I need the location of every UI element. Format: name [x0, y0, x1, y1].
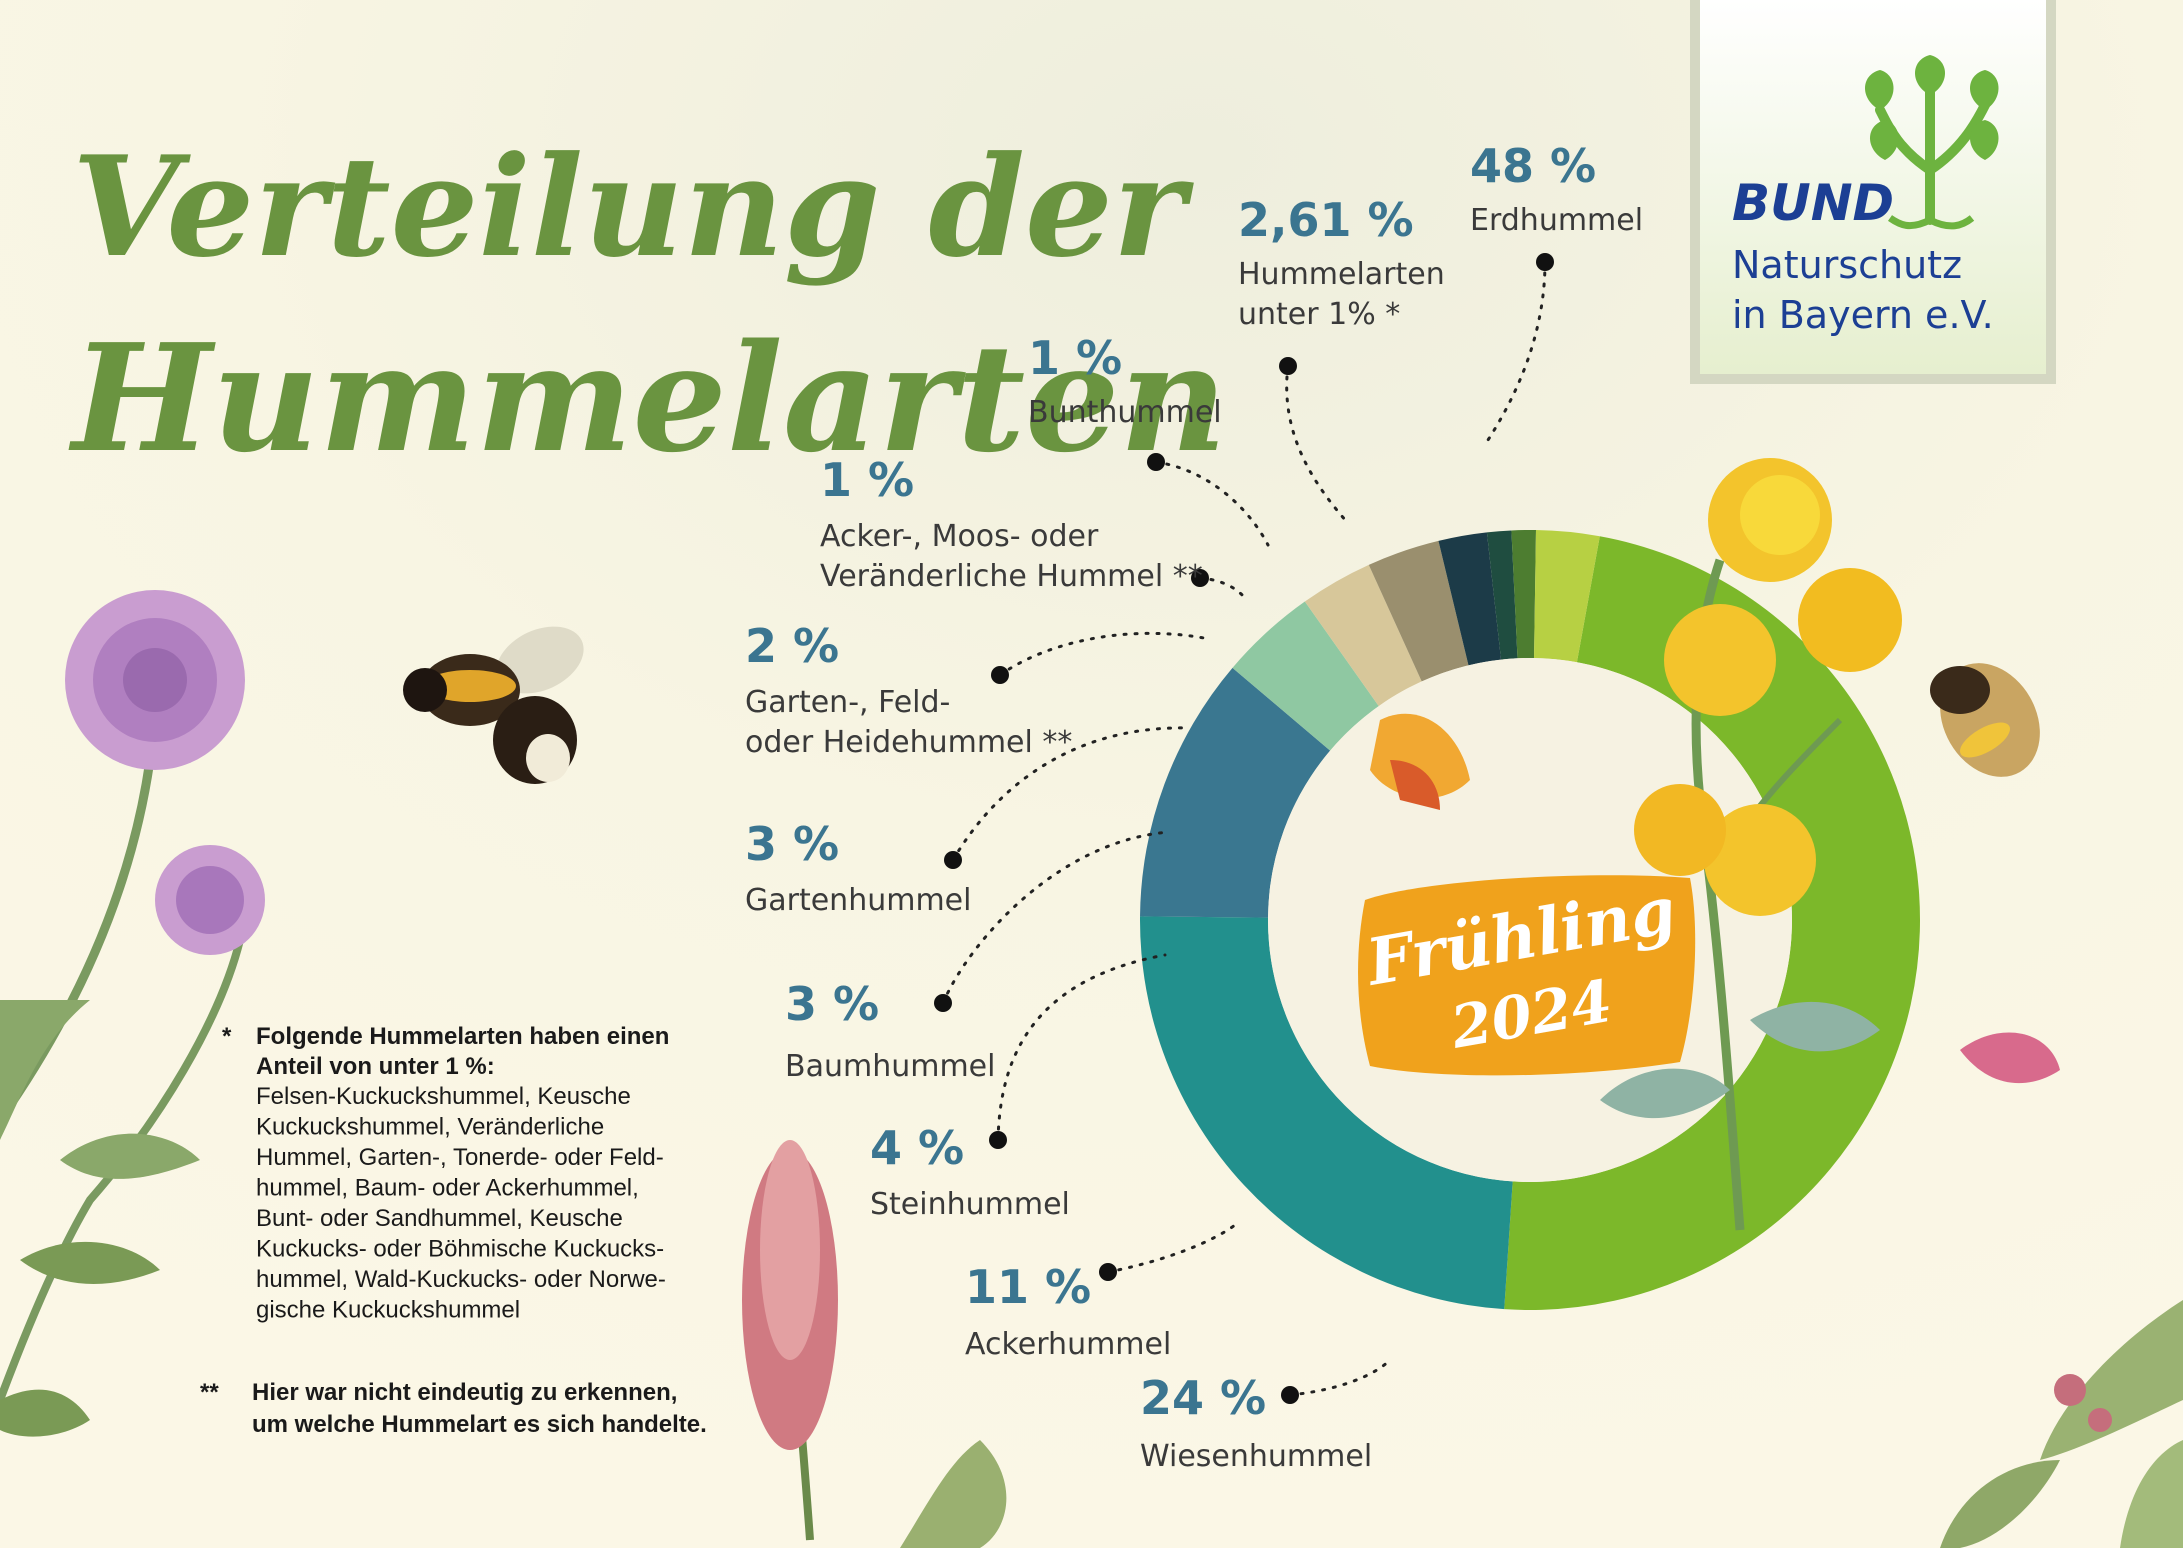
data-label-name: Ackerhummel [965, 1327, 1171, 1362]
sainfoin-flower-illustration [742, 1140, 1007, 1548]
data-labels: 48 % Erdhummel 2,61 % Hummelarten unter … [745, 139, 1643, 1474]
label-gartenhummel: 3 % Gartenhummel [745, 817, 971, 918]
title-line-2: Hummelarten [68, 311, 1227, 485]
donut-slice-wiesenhummel [1140, 916, 1513, 1310]
label-line: Veränderliche Hummel ** [820, 559, 1203, 594]
footnote-line: Kuckuckshummel, Veränderliche [256, 1114, 604, 1141]
leader-garten-feld [998, 631, 1206, 677]
data-label-name: Gartenhummel [745, 883, 971, 918]
birdsfoot-trefoil-illustration [1370, 458, 2060, 1231]
logo-line-1: Naturschutz [1732, 243, 1962, 287]
label-baumhummel: 3 % Baumhummel [785, 977, 995, 1084]
title-line-1: Verteilung der [72, 125, 1195, 288]
footnote-line: Hummel, Garten-, Tonerde- oder Feld- [256, 1144, 664, 1171]
label-unter-1: 2,61 % Hummelarten unter 1% * [1238, 193, 1454, 332]
footnote-star2-marker: ** [200, 1379, 219, 1406]
footnote-star2-line-1: Hier war nicht eindeutig zu erkennen, [252, 1379, 677, 1406]
label-steinhummel: 4 % Steinhummel [870, 1121, 1070, 1222]
footnote-line: hummel, Wald-Kuckucks- oder Norwe- [256, 1266, 666, 1293]
data-label-value: 1 % [1028, 331, 1122, 385]
donut-slice-hummelarten [1534, 530, 1600, 663]
footnote-star2-line-2: um welche Hummelart es sich handelte. [252, 1411, 707, 1438]
leader-unter-1 [1285, 364, 1349, 524]
footnotes: * Folgende Hummelarten haben einen Antei… [200, 1023, 707, 1438]
footnote-star1-heading-1: Folgende Hummelarten haben einen [256, 1023, 669, 1050]
label-bunthummel: 1 % Bunthummel [1028, 331, 1222, 430]
data-label-value: 3 % [745, 817, 839, 871]
label-wiesenhummel: 24 % Wiesenhummel [1140, 1371, 1372, 1474]
logo-brand: BUND [1732, 174, 1894, 232]
data-label-name: Erdhummel [1470, 203, 1643, 238]
scabious-flower-illustration [0, 590, 265, 1437]
label-garten-feld: 2 % Garten-, Feld- oder Heidehummel ** [745, 619, 1072, 760]
leader-bunthummel [1154, 460, 1270, 547]
label-line: oder Heidehummel ** [745, 725, 1072, 760]
data-label-name: Hummelarten unter 1% * [1238, 257, 1454, 332]
footnote-line: hummel, Baum- oder Ackerhummel, [256, 1175, 639, 1202]
data-label-name: Acker-, Moos- oder Veränderliche Hummel … [820, 519, 1203, 594]
donut-slice-baumhummel [1304, 564, 1422, 707]
label-line: Garten-, Feld- [745, 685, 950, 720]
leader-dots [934, 253, 1554, 1404]
data-label-name: Steinhummel [870, 1187, 1070, 1222]
page-title: Verteilung der Hummelarten [68, 125, 1227, 485]
footnote-line: Bunt- oder Sandhummel, Keusche [256, 1205, 623, 1232]
logo-card [1700, 0, 2046, 374]
footnote-star1-body: Felsen-Kuckuckshummel, Keusche Kuckuckshu… [256, 1083, 666, 1324]
tree-logo-icon [1865, 55, 1999, 230]
bund-logo: BUND Naturschutz in Bayern e.V. [1690, 0, 2056, 384]
donut-slice-ackerhummel [1140, 667, 1331, 918]
footnote-line: Kuckucks- oder Böhmische Kuckucks- [256, 1236, 664, 1263]
label-erdhummel: 48 % Erdhummel [1470, 139, 1643, 238]
data-label-name: Bunthummel [1028, 395, 1222, 430]
data-label-value: 2 % [745, 619, 839, 673]
data-label-value: 3 % [785, 977, 879, 1031]
leader-gartenhummel [951, 726, 1192, 862]
data-label-value: 1 % [820, 453, 914, 507]
footnote-line: gische Kuckuckshummel [256, 1297, 520, 1324]
label-line: Acker-, Moos- oder [820, 519, 1099, 554]
data-label-name: Garten-, Feld- oder Heidehummel ** [745, 685, 1072, 760]
donut-slice-bunthummel [1511, 530, 1536, 659]
donut-slice-acker- [1486, 530, 1518, 660]
leader-acker-moos [1198, 576, 1247, 600]
donut-slice-erdhummel [1504, 536, 1921, 1311]
data-label-value: 2,61 % [1238, 193, 1414, 247]
donut-slice-steinhummel [1232, 601, 1379, 751]
leader-steinhummel [996, 953, 1167, 1142]
footnote-line: Felsen-Kuckuckshummel, Keusche [256, 1083, 631, 1110]
data-label-value: 4 % [870, 1121, 964, 1175]
data-label-value: 11 % [965, 1260, 1091, 1314]
label-acker-moos: 1 % Acker-, Moos- oder Veränderliche Hum… [820, 453, 1203, 594]
leader-lines [941, 260, 1547, 1397]
bumblebee-illustration [403, 626, 584, 784]
foliage-illustration [1940, 1300, 2183, 1548]
data-label-value: 48 % [1470, 139, 1596, 193]
leader-erdhummel [1486, 260, 1547, 442]
season-badge: Frühling 2024 [1358, 873, 1696, 1076]
label-ackerhummel: 11 % Ackerhummel [965, 1260, 1171, 1362]
footnote-star1-marker: * [222, 1023, 232, 1050]
data-label-value: 24 % [1140, 1371, 1266, 1425]
leader-wiesenhummel [1288, 1358, 1392, 1397]
logo-line-2: in Bayern e.V. [1732, 293, 1994, 337]
donut-slice-garten- [1438, 532, 1502, 666]
donut-slice-gartenhummel [1368, 540, 1469, 682]
leader-baumhummel [941, 830, 1172, 1005]
data-label-name: Wiesenhummel [1140, 1439, 1372, 1474]
footnote-star1-heading-2: Anteil von unter 1 %: [256, 1053, 495, 1080]
data-label-name: Baumhummel [785, 1049, 995, 1084]
